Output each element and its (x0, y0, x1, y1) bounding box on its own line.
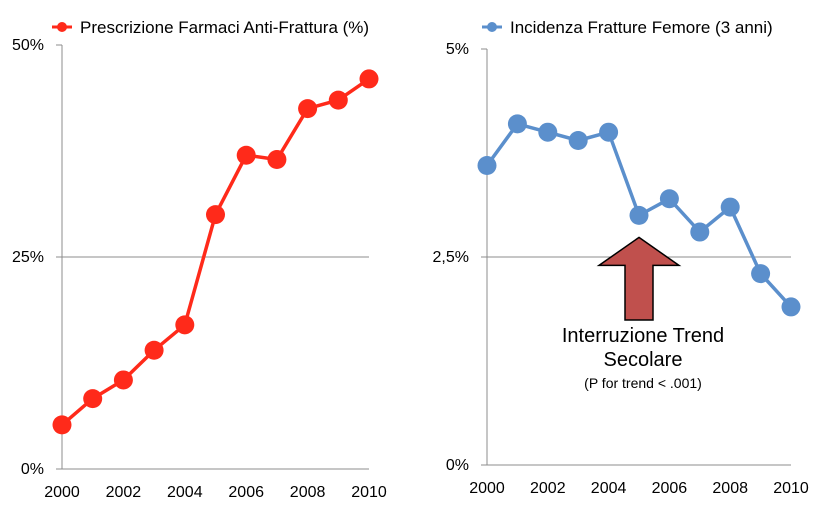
legend-dot-marker (57, 22, 67, 32)
up-arrow-icon (596, 236, 682, 321)
data-point (507, 114, 527, 134)
x-tick-label: 2000 (469, 480, 505, 497)
data-point (781, 297, 801, 317)
x-tick-label: 2010 (773, 480, 809, 497)
annotation-pvalue: (P for trend < .001) (584, 375, 702, 391)
legend-label: Prescrizione Farmaci Anti-Frattura (%) (80, 18, 369, 37)
y-tick-label: 0% (21, 461, 44, 478)
legend-label: Incidenza Fratture Femore (3 anni) (510, 18, 773, 37)
data-point (83, 389, 103, 409)
x-tick-label: 2000 (44, 484, 80, 501)
data-point (206, 205, 225, 225)
data-point (236, 145, 256, 165)
legend-dot-marker (487, 22, 497, 32)
data-point (599, 122, 619, 142)
legend: Prescrizione Farmaci Anti-Frattura (%) (52, 18, 369, 37)
y-tick-label: 0% (446, 457, 469, 474)
x-tick-label: 2006 (652, 480, 688, 497)
y-tick-label: 25% (12, 249, 44, 266)
x-tick-label: 2010 (351, 484, 387, 501)
series-polyline (60, 77, 370, 427)
data-point (298, 99, 318, 119)
x-tick-label: 2008 (712, 480, 748, 497)
annotation-line1: Interruzione Trend (562, 325, 724, 347)
x-tick-label: 2002 (530, 480, 566, 497)
x-tick-label: 2008 (290, 484, 326, 501)
y-tick-label: 50% (12, 37, 44, 54)
data-point (144, 340, 164, 360)
chart-prescrizione: Prescrizione Farmaci Anti-Frattura (%) 0… (12, 18, 387, 501)
series-line (52, 69, 379, 435)
data-point (629, 205, 649, 225)
legend: Incidenza Fratture Femore (3 anni) (482, 18, 773, 37)
x-tick-label: 2006 (228, 484, 264, 501)
y-tick-label: 2,5% (433, 249, 469, 266)
axes: 0% 25% 50% 2000 2002 2004 2006 2008 2010 (12, 37, 387, 501)
series-line (477, 114, 801, 317)
axes: 0% 2,5% 5% 2000 2002 2004 2006 2008 2010 (433, 41, 809, 497)
data-point (659, 189, 679, 209)
data-point (328, 90, 348, 110)
x-tick-label: 2002 (106, 484, 142, 501)
data-point (267, 149, 287, 169)
data-point (52, 415, 72, 435)
y-tick-label: 5% (446, 41, 469, 58)
annotation-line2: Secolare (604, 349, 683, 371)
data-point (751, 264, 771, 284)
data-point (568, 131, 588, 151)
data-point (175, 315, 195, 335)
data-point (720, 197, 740, 217)
x-tick-label: 2004 (167, 484, 203, 501)
data-point (359, 69, 379, 89)
data-point (690, 222, 710, 242)
data-point (477, 155, 497, 175)
data-point (113, 370, 133, 390)
trend-annotation: Interruzione Trend Secolare (P for trend… (562, 236, 724, 391)
data-point (538, 122, 558, 142)
x-tick-label: 2004 (591, 480, 627, 497)
chart-incidenza: Incidenza Fratture Femore (3 anni) 0% 2,5… (433, 18, 809, 497)
